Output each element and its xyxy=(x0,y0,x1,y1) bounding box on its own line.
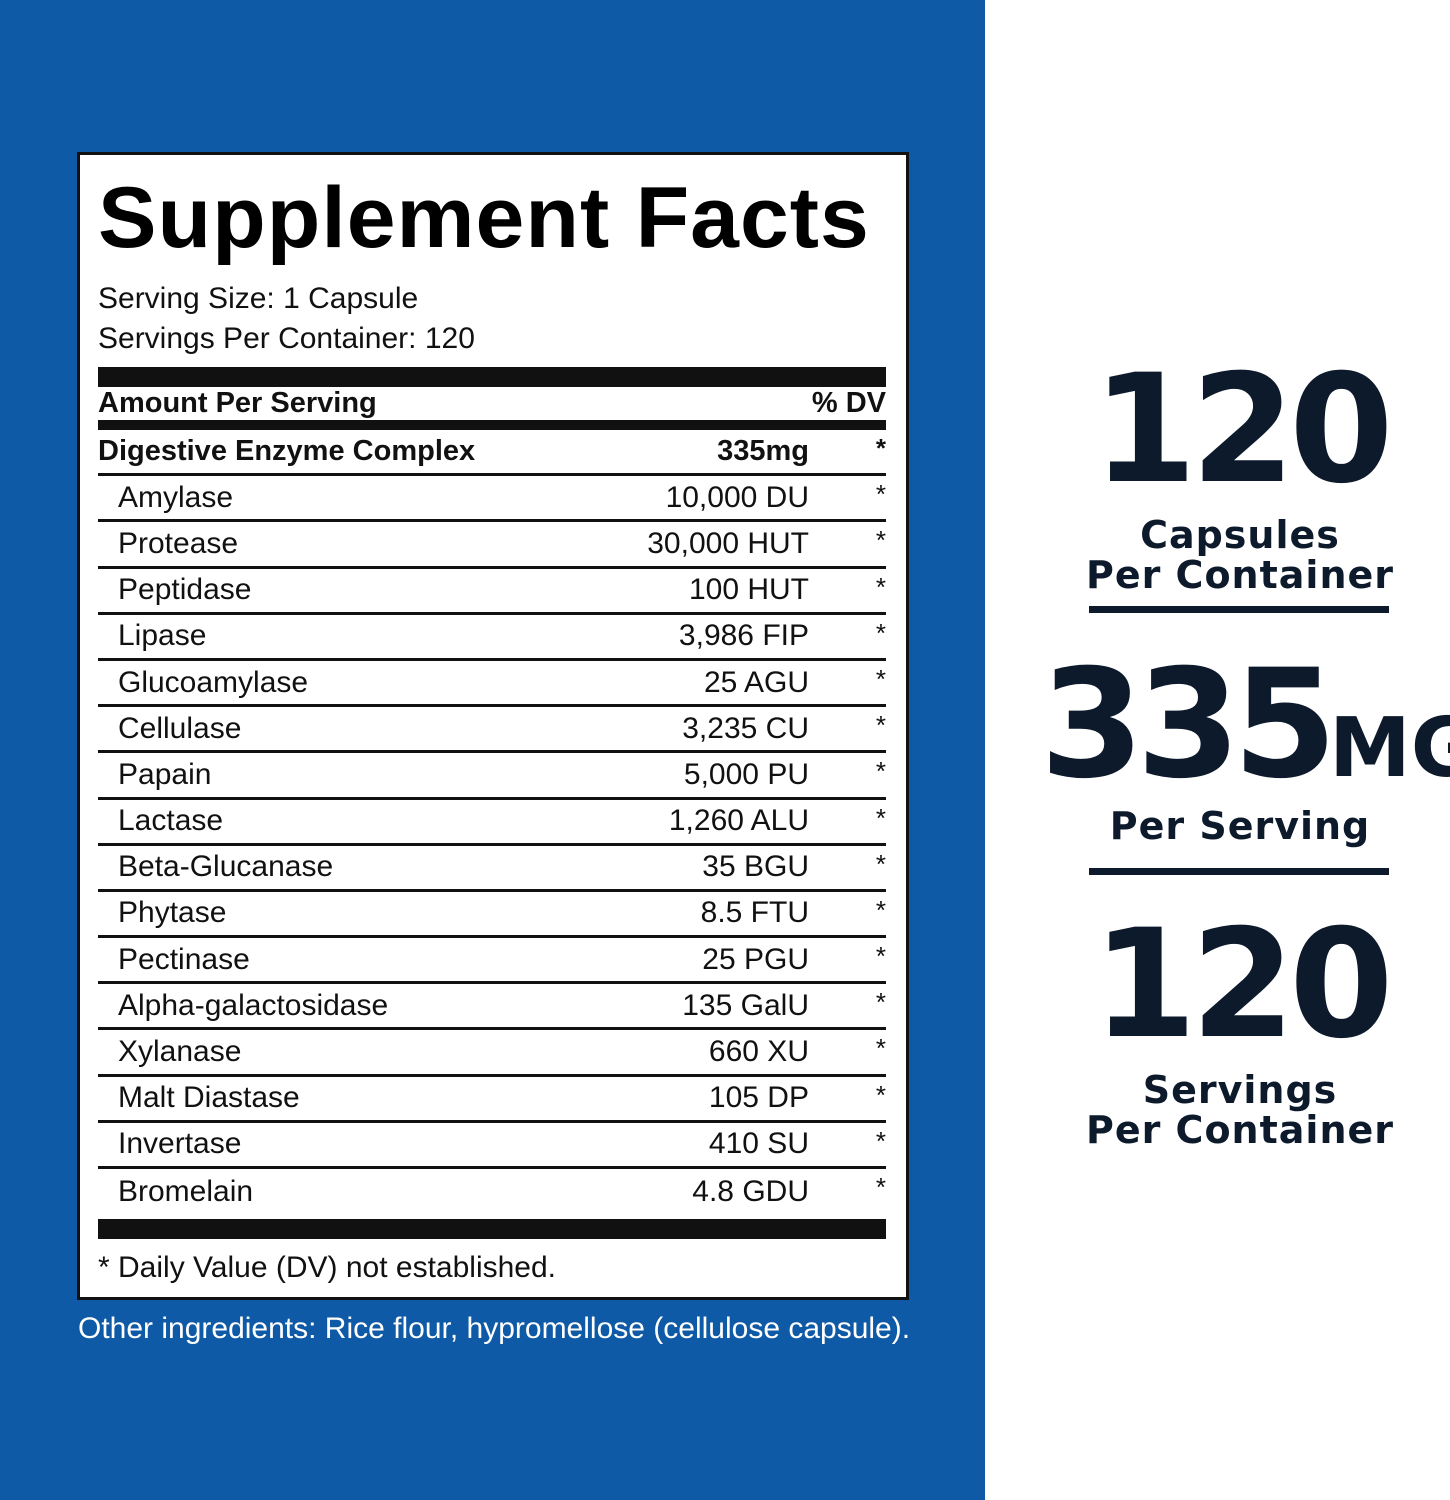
ingredient-dv: * xyxy=(875,479,886,510)
serving-amount-unit: MG xyxy=(1329,701,1450,796)
ingredient-amount: 335mg xyxy=(717,435,809,468)
ingredient-dv: * xyxy=(875,1079,886,1110)
ingredient-amount: 30,000 HUT xyxy=(647,526,809,560)
ingredient-row: Xylanase 660 XU * xyxy=(98,1030,886,1077)
servings-highlight: 120 Servings Per Container xyxy=(1040,910,1440,1150)
supplement-facts-panel: Supplement Facts Serving Size: 1 Capsule… xyxy=(77,152,909,1300)
ingredient-name: Alpha-galactosidase xyxy=(118,988,389,1022)
ingredient-dv: * xyxy=(875,1033,886,1064)
ingredient-name: Xylanase xyxy=(118,1035,242,1069)
ingredient-dv: * xyxy=(875,802,886,833)
ingredient-name: Digestive Enzyme Complex xyxy=(98,435,476,468)
ingredient-row: Papain 5,000 PU * xyxy=(98,753,886,800)
ingredient-dv: * xyxy=(875,525,886,556)
ingredient-row: Peptidase 100 HUT * xyxy=(98,569,886,615)
thick-divider-bottom xyxy=(98,1219,886,1240)
per-serving-label: Per Serving xyxy=(1109,804,1371,848)
ingredient-row: Beta-Glucanase 35 BGU * xyxy=(98,846,886,892)
capsules-highlight: 120 Capsules Per Container xyxy=(1040,355,1440,595)
ingredient-dv: * xyxy=(875,617,886,648)
ingredient-name: Cellulase xyxy=(118,711,242,745)
ingredient-dv: * xyxy=(875,941,886,972)
ingredient-name: Invertase xyxy=(118,1127,242,1161)
amount-header-row: Amount Per Serving % DV xyxy=(98,387,886,430)
ingredient-dv: * xyxy=(875,710,886,741)
servings-count: 120 xyxy=(1092,898,1393,1072)
ingredient-row: Alpha-galactosidase 135 GalU * xyxy=(98,984,886,1031)
ingredient-row: Pectinase 25 PGU * xyxy=(98,938,886,985)
capsules-count: 120 xyxy=(1092,343,1393,517)
other-ingredients: Other ingredients: Rice flour, hypromell… xyxy=(78,1312,911,1345)
thick-divider xyxy=(98,367,886,387)
ingredient-amount: 4.8 GDU xyxy=(692,1175,809,1209)
ingredient-amount: 5,000 PU xyxy=(683,757,809,791)
ingredient-amount: 660 XU xyxy=(708,1035,809,1069)
ingredient-name: Bromelain xyxy=(118,1175,254,1209)
ingredient-amount: 3,235 CU xyxy=(682,711,809,745)
ingredient-amount: 410 SU xyxy=(708,1127,809,1161)
ingredient-row: Glucoamylase 25 AGU * xyxy=(98,661,886,708)
ingredient-name: Pectinase xyxy=(118,942,250,976)
capsules-label-line1: Capsules xyxy=(1140,513,1340,557)
ingredient-dv: * xyxy=(875,756,886,787)
ingredient-dv: * xyxy=(875,1172,886,1202)
facts-title: Supplement Facts xyxy=(98,170,870,266)
ingredient-dv: * xyxy=(875,987,886,1018)
ingredient-row: Bromelain 4.8 GDU * xyxy=(98,1169,886,1215)
servings-label-line1: Servings xyxy=(1142,1068,1338,1112)
serving-size: Serving Size: 1 Capsule xyxy=(98,282,419,315)
ingredient-name: Lipase xyxy=(118,619,207,653)
ingredient-row: Lactase 1,260 ALU * xyxy=(98,800,886,846)
ingredient-name: Malt Diastase xyxy=(118,1081,300,1115)
ingredient-amount: 25 AGU xyxy=(703,665,809,699)
ingredient-dv: * xyxy=(875,663,886,694)
ingredient-amount: 25 PGU xyxy=(702,942,809,976)
ingredient-amount: 1,260 ALU xyxy=(668,804,809,838)
ingredient-name: Papain xyxy=(118,757,212,791)
ingredient-name: Lactase xyxy=(118,804,224,838)
capsules-label-line2: Per Container xyxy=(1085,553,1395,597)
ingredient-amount: 8.5 FTU xyxy=(700,896,809,930)
ingredient-name: Amylase xyxy=(118,480,234,514)
ingredient-row: Amylase 10,000 DU * xyxy=(98,476,886,523)
ingredient-name: Phytase xyxy=(118,896,227,930)
ingredient-amount: 35 BGU xyxy=(702,850,809,884)
ingredient-amount: 105 DP xyxy=(708,1081,809,1115)
ingredient-amount: 100 HUT xyxy=(688,573,809,607)
ingredient-row: Invertase 410 SU * xyxy=(98,1123,886,1169)
serving-amount-number: 335 xyxy=(1040,638,1337,812)
dv-footnote: * Daily Value (DV) not established. xyxy=(98,1251,556,1285)
ingredient-amount: 3,986 FIP xyxy=(678,619,809,653)
ingredient-row: Phytase 8.5 FTU * xyxy=(98,892,886,939)
complex-row: Digestive Enzyme Complex 335mg * xyxy=(98,430,886,477)
serving-amount: 335MG xyxy=(1040,650,1450,800)
ingredient-row: Malt Diastase 105 DP * xyxy=(98,1077,886,1123)
ingredient-row: Cellulase 3,235 CU * xyxy=(98,707,886,754)
amount-per-serving-label: Amount Per Serving xyxy=(98,387,377,419)
ingredient-dv: * xyxy=(875,433,886,463)
per-serving-highlight: 335MG Per Serving xyxy=(1040,650,1450,848)
ingredient-dv: * xyxy=(875,1125,886,1156)
ingredient-name: Peptidase xyxy=(118,573,252,607)
ingredient-amount: 10,000 DU xyxy=(665,480,809,514)
highlight-divider xyxy=(1089,868,1389,875)
highlight-divider xyxy=(1089,606,1389,613)
ingredient-name: Glucoamylase xyxy=(118,665,309,699)
ingredient-name: Protease xyxy=(118,526,239,560)
ingredient-row: Lipase 3,986 FIP * xyxy=(98,615,886,661)
ingredient-amount: 135 GalU xyxy=(682,988,809,1022)
ingredient-dv: * xyxy=(875,848,886,879)
ingredient-row: Protease 30,000 HUT * xyxy=(98,522,886,569)
servings-per-container: Servings Per Container: 120 xyxy=(98,322,475,355)
ingredient-dv: * xyxy=(875,894,886,925)
servings-label-line2: Per Container xyxy=(1085,1108,1395,1152)
dv-header-label: % DV xyxy=(811,387,886,419)
ingredient-dv: * xyxy=(875,571,886,602)
ingredient-name: Beta-Glucanase xyxy=(118,850,334,884)
